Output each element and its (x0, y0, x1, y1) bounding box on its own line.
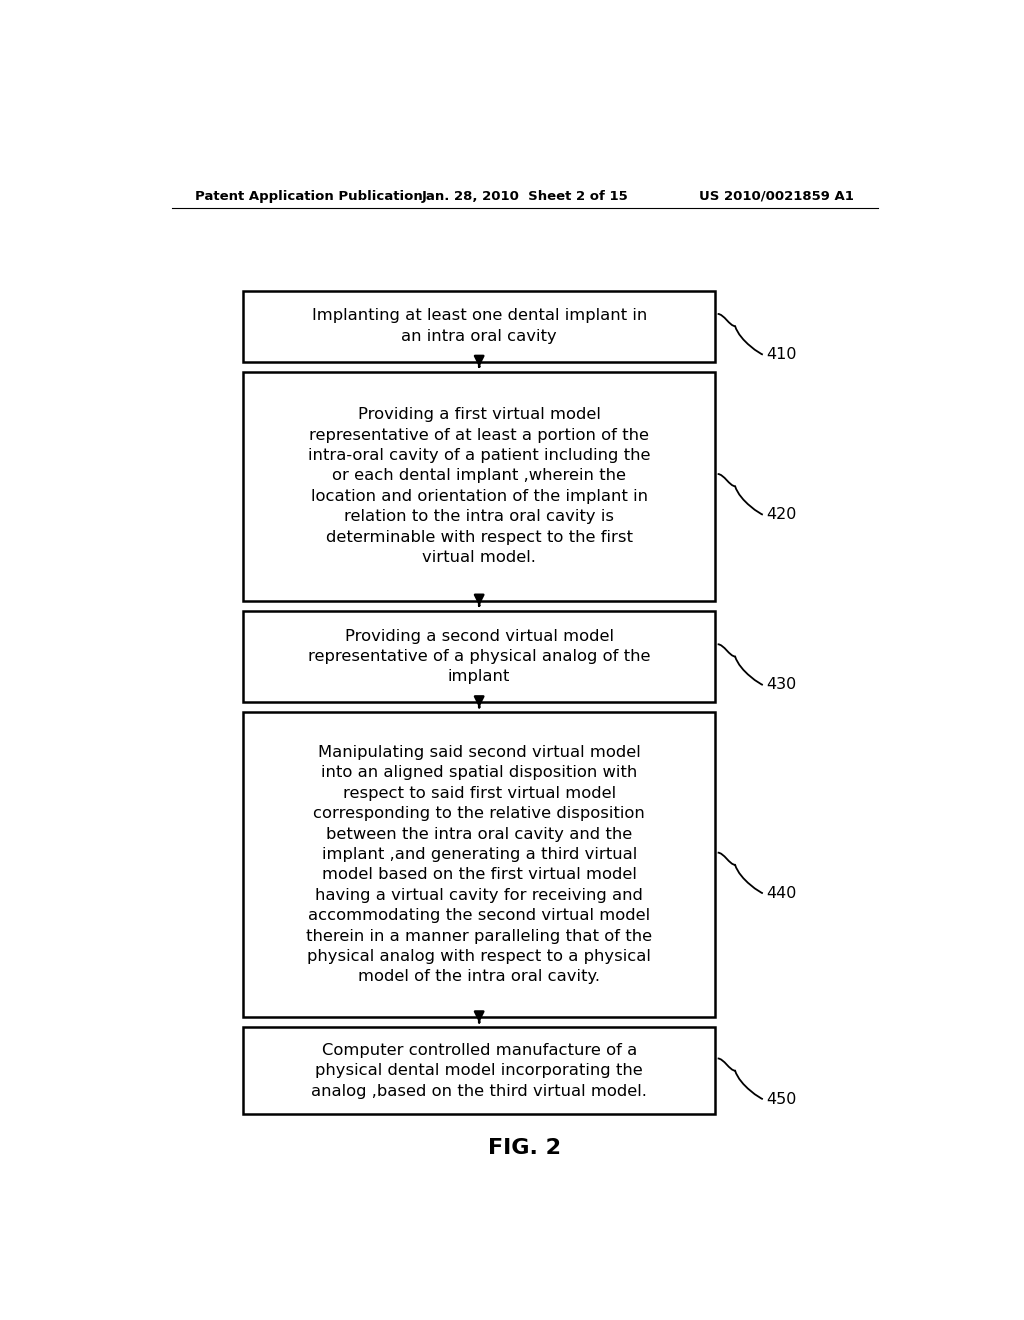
Text: Patent Application Publication: Patent Application Publication (196, 190, 423, 202)
Text: 410: 410 (766, 347, 797, 362)
Bar (243, 372, 715, 601)
Text: Providing a second virtual model
representative of a physical analog of the
impl: Providing a second virtual model represe… (308, 628, 650, 684)
Text: 420: 420 (766, 507, 797, 523)
Text: 450: 450 (766, 1092, 797, 1106)
Text: Manipulating said second virtual model
into an aligned spatial disposition with
: Manipulating said second virtual model i… (306, 744, 652, 985)
Text: Providing a first virtual model
representative of at least a portion of the
intr: Providing a first virtual model represen… (308, 408, 650, 565)
Bar (243, 713, 715, 1018)
Bar (243, 611, 715, 702)
Text: Jan. 28, 2010  Sheet 2 of 15: Jan. 28, 2010 Sheet 2 of 15 (422, 190, 628, 202)
Bar (243, 1027, 715, 1114)
Text: Implanting at least one dental implant in
an intra oral cavity: Implanting at least one dental implant i… (311, 309, 647, 343)
Text: 430: 430 (766, 677, 797, 693)
Text: 440: 440 (766, 886, 797, 900)
Text: FIG. 2: FIG. 2 (488, 1138, 561, 1159)
Text: Computer controlled manufacture of a
physical dental model incorporating the
ana: Computer controlled manufacture of a phy… (311, 1043, 647, 1098)
Text: US 2010/0021859 A1: US 2010/0021859 A1 (699, 190, 854, 202)
Bar (243, 290, 715, 362)
